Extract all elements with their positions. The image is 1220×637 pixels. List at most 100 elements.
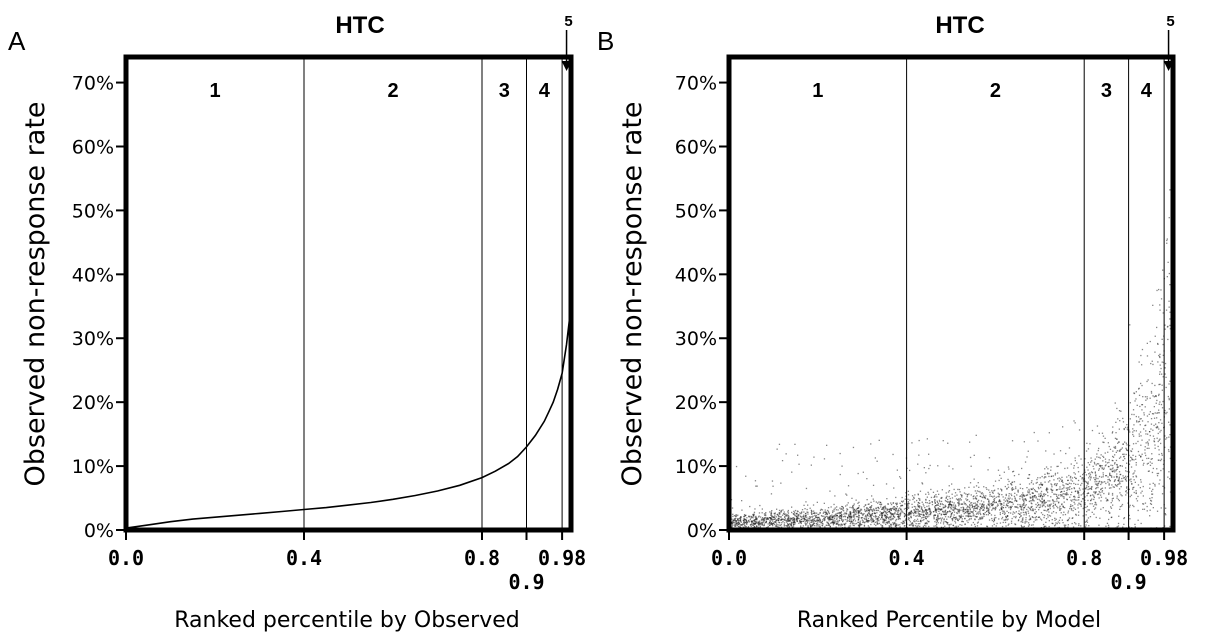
scatter-point bbox=[1096, 483, 1098, 485]
scatter-point bbox=[974, 519, 976, 521]
scatter-point bbox=[810, 516, 812, 518]
scatter-point bbox=[957, 519, 959, 522]
scatter-point bbox=[1028, 524, 1030, 526]
scatter-point bbox=[758, 524, 761, 526]
scatter-point bbox=[842, 509, 844, 511]
scatter-point bbox=[1041, 498, 1043, 501]
scatter-point bbox=[1101, 487, 1104, 489]
scatter-point bbox=[839, 512, 841, 514]
scatter-point bbox=[1019, 498, 1021, 500]
scatter-point bbox=[796, 519, 798, 521]
scatter-point bbox=[1044, 509, 1046, 512]
scatter-point bbox=[843, 516, 845, 518]
scatter-point bbox=[1011, 517, 1013, 520]
scatter-point bbox=[1162, 376, 1164, 378]
scatter-point bbox=[1008, 498, 1010, 500]
scatter-point bbox=[866, 478, 868, 480]
scatter-point bbox=[1141, 409, 1143, 411]
scatter-point bbox=[817, 524, 819, 526]
scatter-point bbox=[911, 442, 913, 444]
scatter-point bbox=[1116, 476, 1118, 479]
scatter-point bbox=[1083, 492, 1085, 494]
scatter-point bbox=[735, 514, 737, 516]
scatter-point bbox=[1146, 505, 1148, 508]
scatter-point bbox=[996, 505, 998, 507]
scatter-point bbox=[1111, 470, 1113, 472]
scatter-point bbox=[877, 509, 880, 512]
scatter-point bbox=[945, 492, 947, 494]
scatter-point bbox=[780, 519, 782, 521]
scatter-point bbox=[793, 517, 795, 519]
scatter-point bbox=[1035, 490, 1037, 493]
scatter-point bbox=[1078, 487, 1081, 489]
scatter-point bbox=[1112, 431, 1114, 433]
scatter-point bbox=[946, 523, 948, 525]
scatter-point bbox=[1115, 421, 1117, 423]
scatter-point bbox=[1116, 466, 1118, 468]
scatter-point bbox=[808, 517, 810, 519]
scatter-point bbox=[1161, 384, 1163, 386]
scatter-point bbox=[948, 505, 950, 507]
scatter-point bbox=[884, 519, 886, 521]
scatter-point bbox=[1125, 475, 1127, 477]
scatter-point bbox=[1140, 479, 1142, 481]
scatter-point bbox=[970, 515, 972, 517]
scatter-point bbox=[1008, 468, 1010, 470]
scatter-point bbox=[930, 511, 932, 513]
scatter-point bbox=[1010, 501, 1013, 503]
scatter-point bbox=[1011, 501, 1014, 504]
scatter-point bbox=[848, 525, 850, 527]
scatter-point bbox=[939, 512, 941, 515]
scatter-point bbox=[732, 520, 734, 522]
scatter-point bbox=[1005, 506, 1007, 509]
scatter-point bbox=[1045, 518, 1048, 520]
scatter-point bbox=[1005, 525, 1007, 527]
scatter-point bbox=[1078, 524, 1080, 527]
scatter-point bbox=[911, 524, 913, 526]
scatter-point bbox=[958, 488, 961, 491]
scatter-point bbox=[1012, 513, 1014, 515]
scatter-point bbox=[821, 521, 823, 523]
scatter-point bbox=[1132, 504, 1134, 507]
scatter-point bbox=[1159, 479, 1161, 481]
scatter-point bbox=[1110, 507, 1113, 509]
scatter-point bbox=[1038, 493, 1040, 495]
scatter-point bbox=[1131, 458, 1134, 460]
scatter-point bbox=[1117, 479, 1119, 482]
scatter-point bbox=[957, 502, 959, 504]
scatter-point bbox=[1074, 457, 1076, 459]
scatter-point bbox=[979, 503, 981, 505]
scatter-point bbox=[1144, 502, 1147, 504]
scatter-point bbox=[1048, 514, 1050, 517]
scatter-point bbox=[1051, 491, 1053, 493]
scatter-point bbox=[810, 509, 812, 511]
scatter-point bbox=[777, 526, 780, 528]
scatter-point bbox=[1048, 475, 1050, 478]
scatter-point bbox=[792, 513, 794, 515]
scatter-point bbox=[888, 525, 890, 527]
scatter-point bbox=[1094, 463, 1096, 465]
scatter-point bbox=[1161, 361, 1163, 363]
scatter-point bbox=[913, 505, 915, 508]
scatter-point bbox=[1159, 438, 1161, 440]
scatter-point bbox=[829, 515, 831, 518]
scatter-point bbox=[1074, 473, 1076, 475]
scatter-point bbox=[885, 516, 887, 518]
scatter-point bbox=[872, 519, 874, 521]
scatter-point bbox=[1044, 502, 1046, 505]
scatter-point bbox=[924, 509, 926, 512]
scatter-point bbox=[1021, 467, 1023, 470]
scatter-point bbox=[1105, 525, 1107, 527]
scatter-point bbox=[1124, 426, 1127, 429]
scatter-point bbox=[1059, 509, 1061, 511]
scatter-point bbox=[1007, 499, 1009, 502]
scatter-point bbox=[1168, 397, 1170, 400]
scatter-point bbox=[745, 526, 747, 528]
scatter-point bbox=[881, 525, 884, 527]
scatter-point bbox=[1128, 444, 1131, 447]
scatter-point bbox=[1026, 494, 1029, 496]
scatter-point bbox=[854, 520, 857, 522]
scatter-point bbox=[1056, 483, 1058, 485]
scatter-point bbox=[1156, 326, 1158, 329]
scatter-point bbox=[1161, 389, 1163, 391]
